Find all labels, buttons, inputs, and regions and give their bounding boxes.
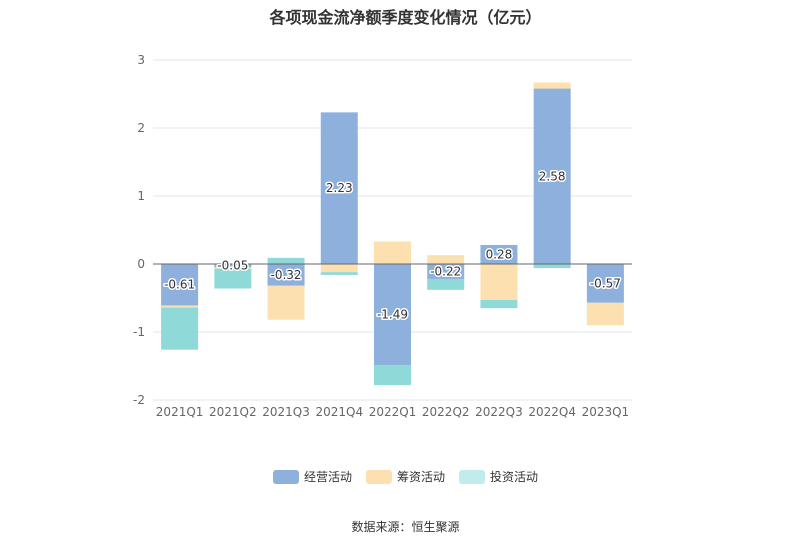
legend-label-investing: 投资活动 [490, 470, 539, 484]
data-label: -0.32 [271, 268, 302, 282]
bar-financing [161, 305, 199, 308]
legend-item-operating[interactable]: 经营活动 [272, 468, 352, 485]
bar-investing [267, 257, 305, 264]
legend-item-financing[interactable]: 筹资活动 [365, 468, 445, 485]
legend-label-operating: 经营活动 [303, 470, 352, 484]
chart-title: 各项现金流净额季度变化情况（亿元） [269, 8, 542, 27]
y-tick-label: -1 [133, 325, 145, 339]
bar-operating [267, 264, 305, 286]
y-tick-label: 1 [137, 189, 145, 203]
data-label: -1.49 [377, 308, 408, 322]
y-tick-label: 3 [137, 53, 145, 67]
bar-operating [533, 88, 571, 264]
data-label: -0.22 [430, 264, 461, 278]
data-label: 2.58 [539, 169, 566, 183]
x-tick-label: 2021Q1 [156, 405, 204, 419]
bar-financing [267, 285, 305, 320]
legend: 经营活动 筹资活动 投资活动 [0, 468, 811, 485]
x-tick-label: 2022Q2 [422, 405, 470, 419]
x-tick-label: 2022Q3 [475, 405, 523, 419]
legend-swatch-investing [459, 469, 485, 484]
y-tick-label: 2 [137, 121, 145, 135]
y-tick-label: 0 [137, 257, 145, 271]
bar-investing [214, 268, 252, 289]
x-tick-label: 2023Q1 [582, 405, 630, 419]
bar-financing [427, 255, 465, 264]
bar-operating [427, 264, 465, 279]
bar-financing [533, 82, 571, 89]
bar-operating [161, 264, 199, 306]
bar-investing [480, 300, 518, 309]
bar-financing [214, 267, 252, 269]
bar-financing [586, 302, 624, 326]
data-label: -0.05 [217, 259, 248, 273]
data-label: 0.28 [486, 247, 513, 261]
bar-investing [374, 365, 411, 386]
x-tick-label: 2022Q1 [369, 405, 417, 419]
x-tick-label: 2021Q3 [262, 405, 310, 419]
data-label: 2.23 [326, 181, 353, 195]
data-source-note: 数据来源：恒生聚源 [351, 520, 460, 534]
legend-item-investing[interactable]: 投资活动 [459, 468, 538, 485]
bar-investing [161, 307, 199, 350]
data-label: -0.61 [164, 278, 195, 292]
bar-investing [533, 264, 571, 269]
data-label: -0.57 [590, 276, 621, 290]
legend-swatch-operating [272, 469, 299, 484]
bar-operating [320, 112, 358, 264]
legend-swatch-financing [365, 469, 392, 484]
bar-financing [480, 264, 518, 301]
bar-financing [374, 241, 411, 264]
bar-investing [320, 272, 358, 275]
bar-operating [214, 264, 252, 268]
bar-investing [427, 278, 465, 290]
bar-operating [586, 264, 624, 303]
x-tick-label: 2022Q4 [528, 405, 576, 419]
y-tick-label: -2 [133, 393, 145, 407]
x-tick-label: 2021Q2 [209, 405, 257, 419]
x-tick-label: 2021Q4 [315, 405, 363, 419]
bar-financing [320, 264, 358, 273]
bar-operating [480, 244, 518, 264]
bar-operating [374, 264, 411, 366]
legend-label-financing: 筹资活动 [396, 470, 445, 484]
